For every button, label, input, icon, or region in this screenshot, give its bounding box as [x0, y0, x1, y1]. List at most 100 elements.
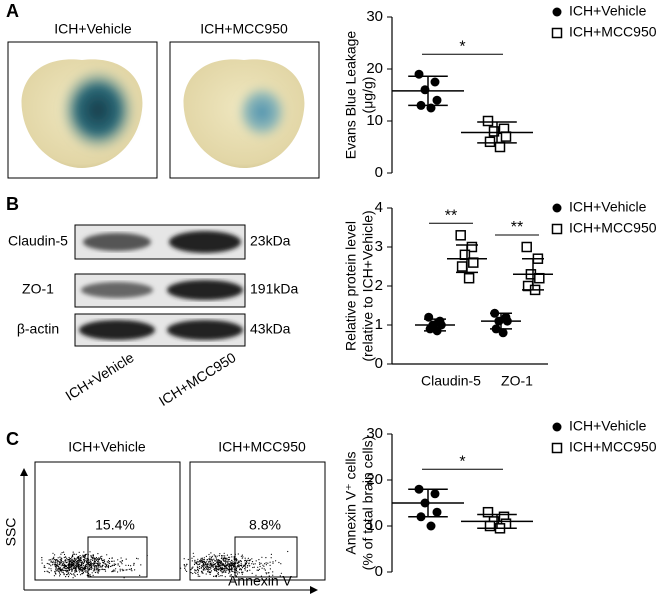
event	[81, 573, 83, 575]
event	[221, 572, 223, 574]
event	[220, 557, 222, 560]
event	[84, 566, 86, 569]
event	[134, 569, 136, 571]
event	[123, 569, 125, 571]
event	[74, 571, 76, 573]
event	[55, 565, 57, 567]
legend-label: ICH+MCC950	[569, 24, 657, 40]
y-axis-title: Relative protein level	[343, 221, 359, 351]
event	[225, 568, 227, 570]
event	[231, 564, 233, 567]
event	[84, 556, 86, 558]
event	[204, 567, 206, 569]
data-point	[463, 272, 475, 284]
event	[59, 567, 62, 569]
event	[213, 563, 215, 566]
event	[55, 559, 57, 561]
event	[226, 561, 228, 563]
legend-label: ICH+Vehicle	[569, 3, 647, 19]
event	[62, 572, 64, 574]
event	[216, 555, 218, 557]
event	[225, 561, 227, 563]
event	[209, 556, 211, 558]
event	[199, 565, 201, 568]
event	[238, 572, 240, 574]
event	[73, 561, 75, 563]
event	[85, 571, 87, 573]
event	[59, 562, 61, 564]
event	[84, 555, 86, 557]
event	[101, 566, 103, 568]
event	[52, 552, 54, 554]
event	[94, 566, 96, 568]
data-point	[551, 223, 563, 235]
event	[72, 561, 74, 564]
event	[75, 558, 77, 561]
event	[186, 563, 188, 565]
event	[82, 559, 85, 561]
event	[90, 566, 93, 568]
event	[117, 564, 119, 566]
event	[56, 564, 58, 567]
event	[89, 573, 91, 576]
event	[53, 575, 56, 577]
event	[78, 551, 80, 554]
event	[63, 553, 66, 556]
event	[92, 557, 94, 559]
event	[204, 562, 206, 564]
event	[255, 560, 257, 562]
event	[229, 560, 231, 563]
event	[104, 565, 106, 568]
event	[213, 575, 215, 578]
axis-title: SSC	[3, 518, 19, 547]
data-point	[455, 230, 466, 241]
y-tick-label: 20	[366, 60, 383, 77]
y-tick-label: 10	[366, 112, 383, 129]
event	[197, 558, 199, 560]
event	[43, 565, 46, 567]
event	[209, 571, 211, 573]
event	[58, 561, 60, 563]
event	[212, 564, 214, 566]
event	[269, 568, 271, 570]
event	[67, 571, 69, 573]
event	[217, 561, 219, 563]
event	[257, 566, 259, 568]
event	[233, 568, 235, 570]
event	[98, 557, 100, 559]
event	[206, 569, 208, 571]
event	[205, 555, 207, 558]
event	[230, 568, 232, 571]
event	[75, 566, 77, 568]
event	[55, 564, 57, 566]
band	[81, 282, 153, 298]
event	[184, 567, 186, 570]
event	[222, 555, 224, 557]
event	[209, 560, 211, 562]
event	[41, 559, 43, 561]
image-label: ICH+MCC950	[200, 21, 288, 37]
event	[246, 560, 248, 563]
event	[71, 554, 74, 556]
band	[167, 320, 243, 340]
event	[210, 567, 212, 569]
event	[99, 564, 101, 567]
event	[272, 561, 274, 563]
event	[81, 556, 83, 558]
event	[228, 559, 230, 561]
event	[227, 560, 229, 562]
event	[190, 572, 192, 574]
event	[196, 568, 199, 571]
event	[125, 558, 127, 560]
event	[248, 562, 250, 564]
event	[59, 575, 61, 577]
event	[202, 567, 204, 569]
event	[82, 570, 84, 572]
event	[201, 557, 204, 559]
event	[98, 561, 100, 563]
event	[93, 559, 95, 561]
event	[209, 562, 211, 564]
event	[210, 570, 213, 572]
event	[80, 569, 82, 571]
event	[93, 565, 95, 567]
